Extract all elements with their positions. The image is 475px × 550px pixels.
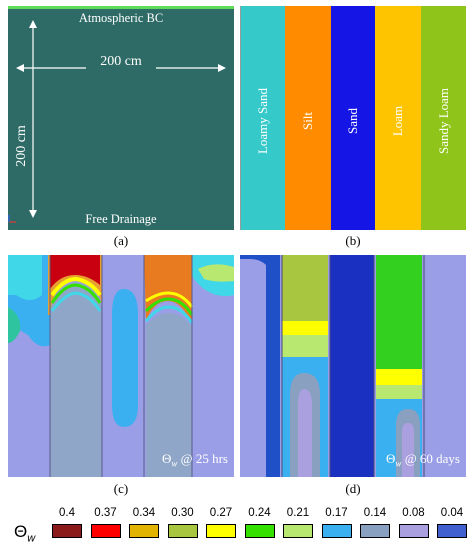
legend-swatch (167, 524, 198, 538)
contour-d-loamy-sand-edge (240, 255, 280, 477)
contour-d-silt-lightgreen (282, 335, 328, 357)
panel-d-contour-60days: Θw @ 60 days (240, 255, 466, 477)
contour-c-silt-yellow-band (50, 276, 102, 297)
caption-d: (d) (345, 481, 361, 496)
legend-swatch (129, 524, 159, 538)
soil-column-loam (375, 6, 421, 230)
contour-c-loam-wet (144, 255, 192, 325)
legend-swatch (90, 524, 121, 538)
contour-d-sand-column (330, 255, 374, 477)
contour-d-silt-top (282, 255, 328, 325)
contour-d-loam-inner (402, 423, 414, 477)
legend-swatch (244, 524, 275, 538)
contour-d-silt-yellow (282, 321, 328, 335)
contour-d-loam-green (376, 255, 422, 375)
label-loam: Loam (390, 105, 405, 137)
height-arrow-bottom-head (29, 210, 37, 218)
legend-label: 0.24 (248, 507, 271, 519)
annotation-c: Θw @ 25 hrs (161, 451, 228, 469)
legend-label: 0.34 (132, 507, 156, 519)
legend-swatch (52, 524, 82, 538)
label-sand: Sand (345, 108, 360, 134)
panel-b-soil-columns: Loamy Sand Silt Sand Loam Sandy Loam (240, 6, 466, 230)
legend-label: 0.21 (286, 507, 310, 519)
soil-column-loamy-sand (241, 6, 285, 230)
height-arrow-top-head (29, 20, 37, 28)
contour-plot-d (240, 255, 466, 477)
contour-c-loam-green-band (144, 297, 194, 316)
legend-swatch (321, 524, 352, 538)
legend-swatch (437, 524, 467, 538)
legend-swatch (206, 524, 236, 538)
contour-c-sand-plume (112, 289, 138, 427)
legend-label: 0.14 (363, 507, 387, 519)
caption-c: (c) (113, 481, 129, 496)
annotation-d: Θw @ 60 days (386, 451, 460, 469)
contour-c-loamy-sand-green (8, 307, 21, 343)
contour-plot-c (8, 255, 234, 477)
contour-c-silt-wet-red (50, 255, 100, 289)
width-arrow-right-head (218, 64, 226, 72)
contour-c-silt-green-band (50, 283, 102, 304)
legend-symbol: Θw (14, 522, 36, 545)
legend-swatch (283, 524, 313, 538)
soil-column-sandy-loam (421, 6, 466, 230)
top-boundary-line (8, 6, 234, 9)
legend-label: 0.30 (171, 507, 194, 519)
soil-column-sand (331, 6, 375, 230)
atmospheric-bc-label: Atmospheric BC (78, 11, 164, 25)
contour-c-loam-below (146, 313, 192, 477)
caption-b: (b) (345, 233, 361, 248)
label-sandy-loam: Sandy Loam (436, 87, 451, 155)
soil-column-silt (285, 6, 331, 230)
contour-d-loam-lightgreen (376, 385, 422, 399)
panel-c-contour-25hrs: Θw @ 25 hrs (8, 255, 234, 477)
legend-label: 0.37 (94, 507, 117, 519)
panel-a-annotations (8, 6, 234, 223)
contour-c-loamy-sand-cyan (8, 255, 42, 300)
contour-c-silt-cyan-band (50, 291, 102, 312)
contour-c-loam-yellow-band (145, 291, 194, 308)
legend-swatch (360, 524, 390, 538)
contour-d-sandy-loam (424, 255, 466, 477)
contour-d-loam-yellow (376, 369, 422, 385)
panel-a-domain: Atmospheric BC 200 cm 200 cm Free Draina… (8, 6, 234, 230)
contour-c-silt-below (50, 282, 102, 477)
label-silt: Silt (300, 111, 315, 131)
legend-label: 0.08 (402, 507, 425, 519)
contour-c-sandy-loam-green (198, 264, 234, 282)
free-drainage-label: Free Drainage (85, 212, 157, 226)
contour-d-silt-inner (298, 389, 312, 477)
label-loamy-sand: Loamy Sand (255, 87, 270, 155)
contour-c-loam-cyan-band (144, 305, 194, 324)
legend-label: 0.17 (325, 507, 348, 519)
width-dimension-label: 200 cm (86, 54, 156, 70)
legend-label: 0.04 (440, 507, 464, 519)
legend-swatch (398, 524, 429, 538)
caption-a: (a) (113, 233, 129, 248)
width-arrow-left-head (16, 64, 24, 72)
legend-label: 0.27 (209, 507, 233, 519)
legend-label: 0.4 (59, 507, 75, 519)
